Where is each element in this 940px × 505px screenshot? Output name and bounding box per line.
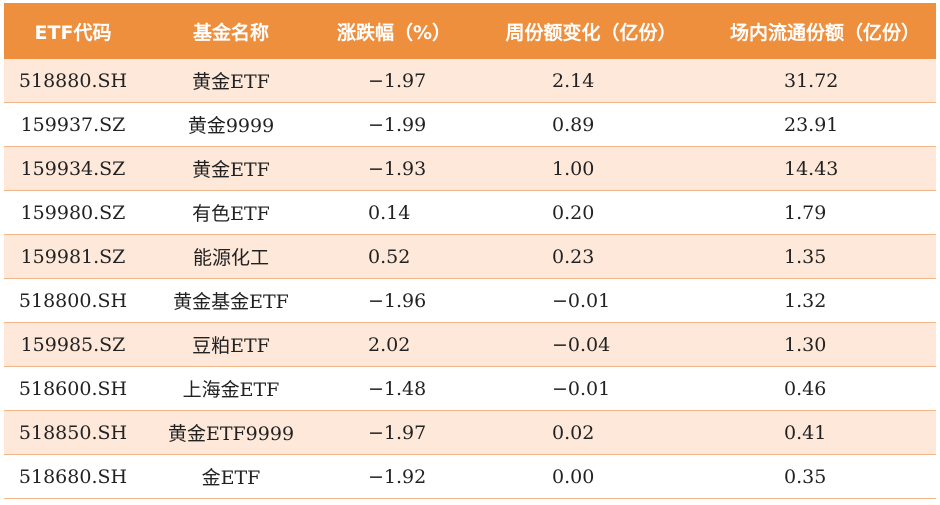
table-row: 159937.SZ 黄金9999 −1.99 0.89 23.91 xyxy=(4,103,936,147)
cell-weekly-share-change: −0.04 xyxy=(552,333,611,356)
table-row: 159985.SZ 豆粕ETF 2.02 −0.04 1.30 xyxy=(4,323,936,367)
cell-change-pct: −1.93 xyxy=(368,157,427,180)
cell-float-shares: 0.35 xyxy=(784,465,827,488)
cell-weekly-share-change: 0.20 xyxy=(552,201,595,224)
cell-change-pct: 0.52 xyxy=(368,245,411,268)
cell-etf-code: 159981.SZ xyxy=(20,245,126,268)
table-header: ETF代码 基金名称 涨跌幅（%） 周份额变化（亿份） 场内流通份额（亿份） xyxy=(4,3,936,59)
table-row: 518600.SH 上海金ETF −1.48 −0.01 0.46 xyxy=(4,367,936,411)
header-change-pct: 涨跌幅（%） xyxy=(336,21,452,44)
cell-float-shares: 0.46 xyxy=(784,377,827,400)
header-float-shares: 场内流通份额（亿份） xyxy=(729,21,920,44)
cell-weekly-share-change: 0.00 xyxy=(552,465,595,488)
cell-float-shares: 23.91 xyxy=(784,113,839,136)
table-row: 159934.SZ 黄金ETF −1.93 1.00 14.43 xyxy=(4,147,936,191)
cell-weekly-share-change: −0.01 xyxy=(552,377,611,400)
cell-etf-code: 518850.SH xyxy=(18,421,128,444)
cell-float-shares: 1.30 xyxy=(784,333,827,356)
table-row: 518800.SH 黄金基金ETF −1.96 −0.01 1.32 xyxy=(4,279,936,323)
cell-fund-name: 黄金ETF9999 xyxy=(167,423,295,445)
table-row: 518880.SH 黄金ETF −1.97 2.14 31.72 xyxy=(4,59,936,103)
table-row: 159981.SZ 能源化工 0.52 0.23 1.35 xyxy=(4,235,936,279)
table-row: 159980.SZ 有色ETF 0.14 0.20 1.79 xyxy=(4,191,936,235)
cell-weekly-share-change: 2.14 xyxy=(552,69,595,92)
table-body: 518880.SH 黄金ETF −1.97 2.14 31.72 159937.SZ 黄金9… xyxy=(4,59,936,499)
cell-fund-name: 豆粕ETF xyxy=(192,335,270,357)
table-row: 518850.SH 黄金ETF9999 −1.97 0.02 0.41 xyxy=(4,411,936,455)
cell-float-shares: 1.35 xyxy=(784,245,827,268)
cell-change-pct: −1.92 xyxy=(368,465,427,488)
cell-fund-name: 黄金ETF xyxy=(192,159,270,181)
cell-fund-name: 上海金ETF xyxy=(182,379,280,401)
cell-float-shares: 0.41 xyxy=(784,421,827,444)
header-weekly-share-change: 周份额变化（亿份） xyxy=(505,21,677,44)
cell-etf-code: 518680.SH xyxy=(18,465,128,488)
cell-weekly-share-change: 0.23 xyxy=(552,245,595,268)
cell-fund-name: 有色ETF xyxy=(192,203,270,225)
etf-table: ETF代码 基金名称 涨跌幅（%） 周份额变化（亿份） 场内流通份额（亿份） 5… xyxy=(4,3,936,499)
cell-fund-name: 黄金基金ETF xyxy=(173,291,289,313)
table-row: 518680.SH 金ETF −1.92 0.00 0.35 xyxy=(4,455,936,499)
cell-weekly-share-change: −0.01 xyxy=(552,289,611,312)
header-etf-code: ETF代码 xyxy=(34,21,112,44)
cell-etf-code: 518600.SH xyxy=(18,377,128,400)
cell-etf-code: 159985.SZ xyxy=(20,333,126,356)
cell-weekly-share-change: 0.02 xyxy=(552,421,595,444)
cell-etf-code: 159934.SZ xyxy=(20,157,126,180)
cell-change-pct: −1.97 xyxy=(368,421,427,444)
cell-fund-name: 能源化工 xyxy=(192,247,269,269)
cell-float-shares: 1.79 xyxy=(784,201,827,224)
cell-etf-code: 159980.SZ xyxy=(20,201,126,224)
cell-float-shares: 31.72 xyxy=(784,69,839,92)
cell-weekly-share-change: 0.89 xyxy=(552,113,595,136)
cell-change-pct: −1.96 xyxy=(368,289,427,312)
cell-change-pct: 2.02 xyxy=(368,333,411,356)
header-fund-name: 基金名称 xyxy=(192,21,269,44)
cell-change-pct: −1.97 xyxy=(368,69,427,92)
cell-float-shares: 14.43 xyxy=(784,157,839,180)
cell-etf-code: 159937.SZ xyxy=(20,113,126,136)
cell-change-pct: 0.14 xyxy=(368,201,411,224)
cell-change-pct: −1.48 xyxy=(368,377,427,400)
cell-etf-code: 518880.SH xyxy=(18,69,128,92)
cell-fund-name: 黄金9999 xyxy=(187,115,275,137)
cell-float-shares: 1.32 xyxy=(784,289,827,312)
cell-change-pct: −1.99 xyxy=(368,113,427,136)
cell-fund-name: 金ETF xyxy=(201,467,261,489)
cell-fund-name: 黄金ETF xyxy=(192,71,270,93)
cell-weekly-share-change: 1.00 xyxy=(552,157,595,180)
cell-etf-code: 518800.SH xyxy=(18,289,128,312)
